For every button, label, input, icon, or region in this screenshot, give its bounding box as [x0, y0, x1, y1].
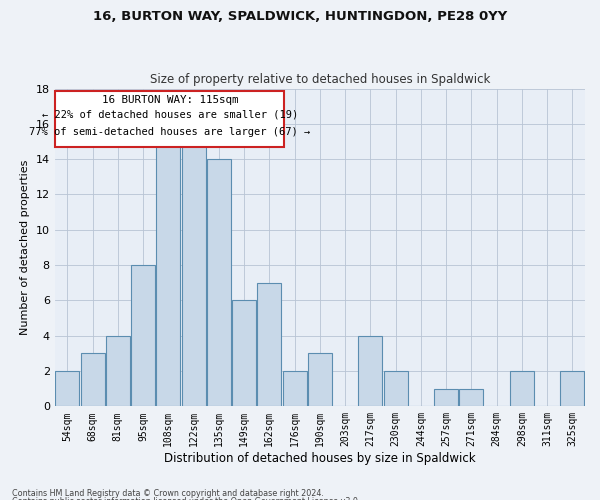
- Bar: [383, 371, 407, 406]
- Text: 77% of semi-detached houses are larger (67) →: 77% of semi-detached houses are larger (…: [29, 127, 310, 137]
- Text: 16, BURTON WAY, SPALDWICK, HUNTINGDON, PE28 0YY: 16, BURTON WAY, SPALDWICK, HUNTINGDON, P…: [93, 10, 507, 23]
- Bar: [460, 388, 484, 406]
- Bar: [106, 336, 130, 406]
- Bar: [55, 371, 79, 406]
- Bar: [257, 283, 281, 406]
- Title: Size of property relative to detached houses in Spaldwick: Size of property relative to detached ho…: [149, 73, 490, 86]
- Bar: [283, 371, 307, 406]
- Bar: [182, 142, 206, 406]
- X-axis label: Distribution of detached houses by size in Spaldwick: Distribution of detached houses by size …: [164, 452, 476, 465]
- Text: 16 BURTON WAY: 115sqm: 16 BURTON WAY: 115sqm: [101, 95, 238, 105]
- Bar: [157, 142, 180, 406]
- Bar: [207, 159, 231, 406]
- Bar: [232, 300, 256, 406]
- Text: Contains HM Land Registry data © Crown copyright and database right 2024.: Contains HM Land Registry data © Crown c…: [12, 488, 324, 498]
- Bar: [560, 371, 584, 406]
- Y-axis label: Number of detached properties: Number of detached properties: [20, 160, 30, 335]
- FancyBboxPatch shape: [55, 91, 284, 147]
- Bar: [510, 371, 534, 406]
- Bar: [80, 354, 104, 406]
- Bar: [358, 336, 382, 406]
- Bar: [434, 388, 458, 406]
- Bar: [131, 265, 155, 406]
- Bar: [308, 354, 332, 406]
- Text: ← 22% of detached houses are smaller (19): ← 22% of detached houses are smaller (19…: [41, 109, 298, 119]
- Text: Contains public sector information licensed under the Open Government Licence v3: Contains public sector information licen…: [12, 497, 361, 500]
